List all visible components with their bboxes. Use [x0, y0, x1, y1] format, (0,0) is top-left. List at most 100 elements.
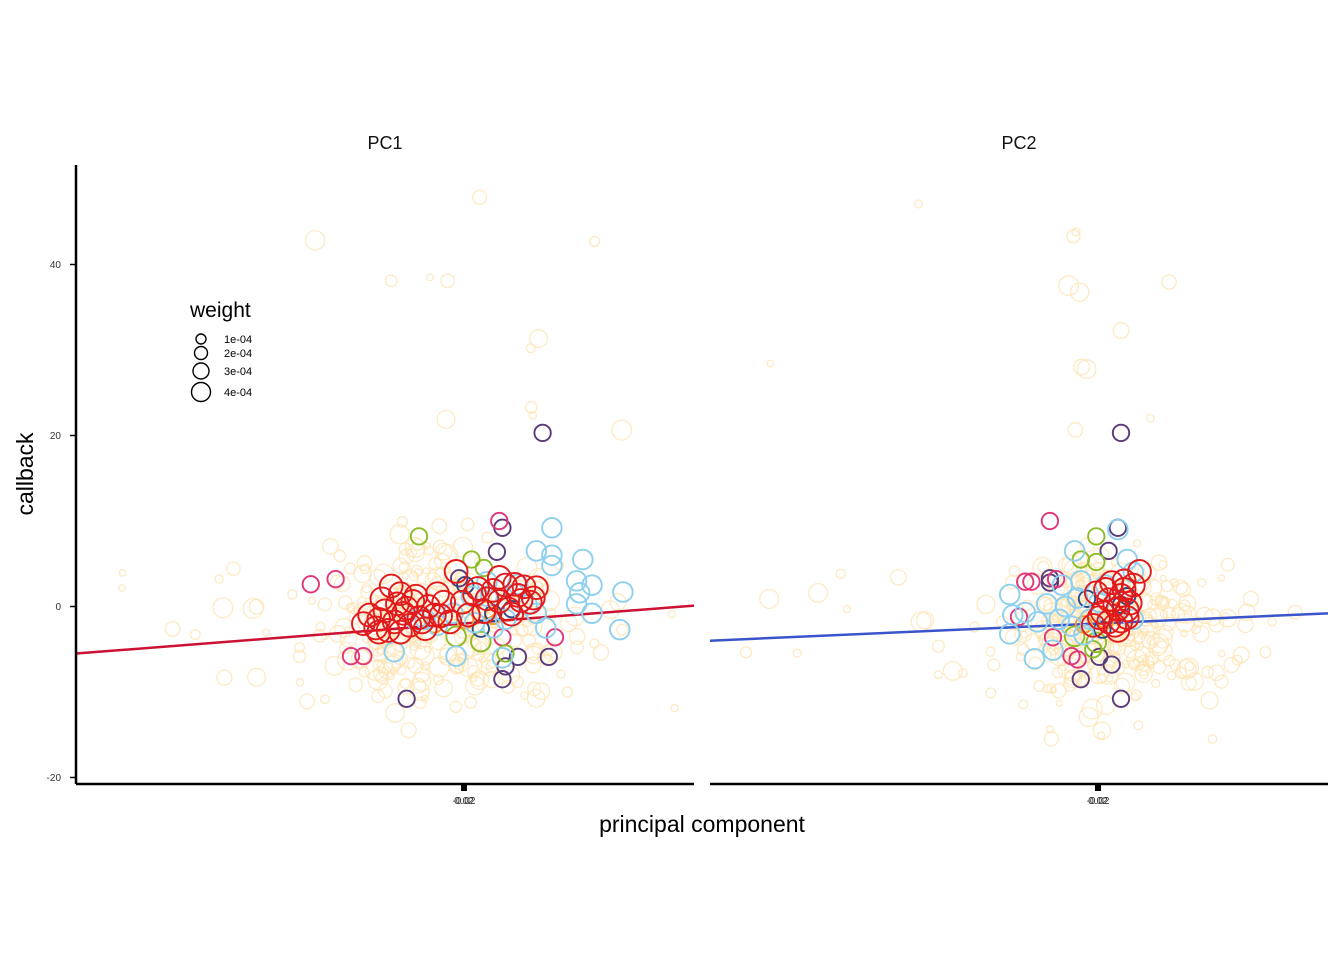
point-olive — [1087, 527, 1106, 546]
background-point — [1027, 573, 1049, 595]
background-point — [931, 639, 945, 653]
background-point — [1167, 598, 1178, 609]
background-point — [1208, 664, 1225, 682]
background-point — [1018, 699, 1029, 710]
background-point — [333, 549, 347, 563]
background-point — [1192, 616, 1204, 628]
background-point — [515, 623, 529, 637]
background-point — [527, 681, 542, 697]
background-point — [480, 653, 498, 670]
highlighted-points-pc2 — [998, 423, 1152, 708]
background-point — [397, 678, 415, 696]
point-purple — [533, 423, 552, 443]
point-light-blue — [1107, 518, 1129, 541]
background-point — [385, 703, 406, 723]
background-point — [401, 572, 409, 580]
background-point — [525, 343, 536, 354]
background-point — [478, 655, 487, 664]
background-point — [589, 235, 601, 247]
background-point — [1133, 656, 1145, 668]
point-red — [493, 572, 518, 598]
background-point — [1071, 227, 1081, 237]
point-red — [449, 589, 475, 615]
background-point — [835, 568, 847, 579]
panel-title-pc2: PC2 — [1001, 133, 1036, 153]
background-point — [317, 597, 333, 612]
legend-label-3: 4e-04 — [224, 387, 252, 399]
point-red — [378, 573, 404, 599]
background-point — [1043, 731, 1060, 747]
point-purple — [1071, 670, 1090, 689]
background-point — [561, 686, 574, 698]
point-red — [1108, 608, 1134, 634]
background-point — [295, 678, 305, 687]
background-point — [759, 588, 780, 609]
background-point — [616, 623, 629, 636]
background-point — [1049, 686, 1057, 695]
panel-pc1: PC1 -0.02 0.02 — [75, 133, 695, 807]
background-point — [1287, 604, 1303, 620]
point-light-blue — [568, 582, 591, 604]
background-point — [985, 646, 996, 657]
background-point — [1113, 677, 1131, 694]
point-pink — [1046, 569, 1066, 589]
point-red — [428, 603, 453, 629]
trend-line-pc2-group — [709, 612, 1329, 642]
point-red — [502, 571, 528, 597]
point-light-blue — [1023, 647, 1046, 670]
background-point — [1063, 669, 1083, 689]
background-point — [420, 694, 429, 703]
background-point — [294, 642, 305, 653]
background-point — [1178, 599, 1191, 611]
background-point — [1045, 725, 1054, 734]
point-purple — [397, 689, 416, 708]
background-point — [1221, 612, 1230, 621]
background-point — [1267, 617, 1277, 627]
point-red — [369, 586, 395, 612]
background-point — [1024, 633, 1043, 652]
point-red — [1093, 577, 1118, 602]
background-point — [670, 703, 679, 713]
background-point — [1033, 680, 1046, 692]
point-light-blue — [525, 540, 548, 562]
background-point — [1259, 646, 1272, 659]
background-point — [449, 700, 463, 714]
background-point — [1134, 641, 1145, 651]
background-point — [1028, 656, 1043, 671]
point-olive — [1087, 552, 1106, 572]
background-point — [1004, 574, 1020, 590]
background-point — [1175, 582, 1192, 598]
background-point — [1148, 608, 1168, 628]
background-point — [667, 609, 676, 619]
point-light-blue — [572, 548, 594, 571]
background-point — [1174, 666, 1188, 679]
point-dark-blue — [471, 619, 490, 638]
point-light-blue — [612, 581, 634, 603]
background-point — [1051, 682, 1067, 699]
legend-symbol-0 — [195, 333, 207, 345]
background-point — [589, 638, 600, 649]
background-point — [524, 656, 542, 674]
background-point — [216, 669, 233, 686]
background-point — [1126, 649, 1148, 671]
point-red — [474, 586, 500, 612]
background-point — [400, 721, 417, 739]
background-point — [1133, 720, 1144, 731]
background-point — [464, 696, 478, 709]
background-point — [985, 687, 997, 699]
background-point — [1201, 665, 1214, 679]
background-point — [432, 539, 448, 554]
y-tick-label-0: -20 — [47, 773, 62, 784]
background-point — [1146, 660, 1155, 670]
background-point — [247, 667, 267, 687]
background-point — [408, 570, 419, 582]
background-point — [524, 645, 543, 665]
background-point — [287, 589, 298, 600]
background-point — [412, 582, 431, 601]
background-point — [1242, 590, 1260, 607]
background-point — [1112, 322, 1130, 339]
background-point — [299, 693, 316, 710]
legend-symbol-2 — [192, 362, 210, 380]
point-light-blue — [998, 583, 1021, 606]
point-red — [351, 611, 376, 636]
